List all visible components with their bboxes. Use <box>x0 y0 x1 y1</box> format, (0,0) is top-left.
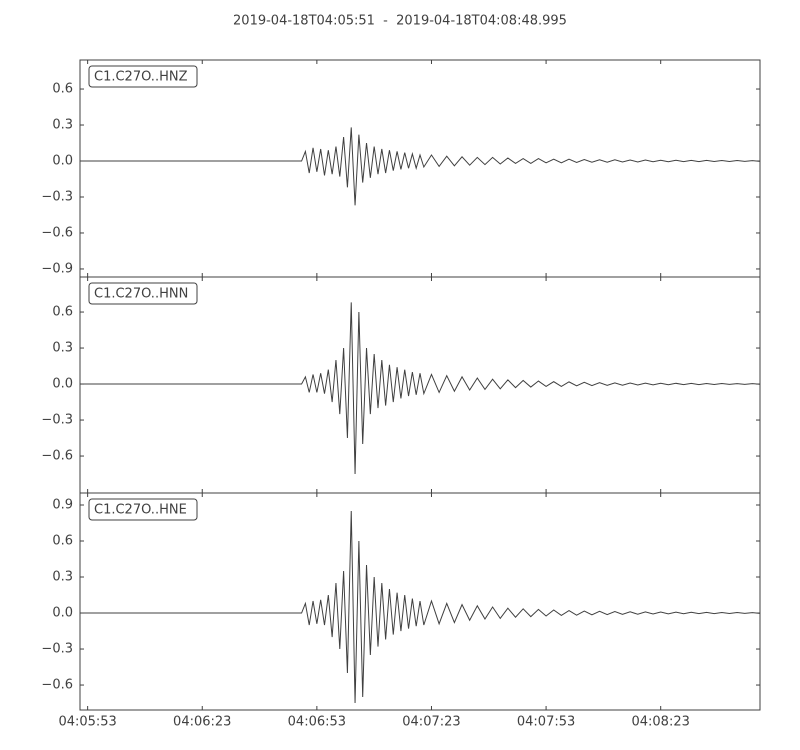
trace-label: C1.C27O..HNE <box>94 503 187 518</box>
y-tick-label: −0.9 <box>41 261 73 276</box>
plot-frame <box>79 276 761 494</box>
y-tick-label: −0.6 <box>41 225 73 240</box>
y-tick-label: 0.9 <box>52 498 73 513</box>
y-tick-label: 0.3 <box>52 341 73 356</box>
trace-label-box <box>88 282 198 305</box>
trace-label-box <box>88 65 198 88</box>
x-tick-label: 04:06:23 <box>173 715 231 730</box>
plot-frame <box>79 59 761 278</box>
y-tick-label: −0.3 <box>41 189 73 204</box>
waveform <box>80 510 761 704</box>
plot-frame <box>79 492 761 711</box>
y-tick-label: −0.3 <box>41 413 73 428</box>
trace-label-box <box>88 498 198 521</box>
y-tick-label: 0.0 <box>52 377 73 392</box>
waveform <box>80 127 761 206</box>
y-tick-label: 0.6 <box>52 82 73 97</box>
y-tick-label: −0.6 <box>41 678 73 693</box>
y-tick-label: 0.0 <box>52 606 73 621</box>
figure-title: 2019-04-18T04:05:51 - 2019-04-18T04:08:4… <box>233 14 567 29</box>
y-tick-label: 0.0 <box>52 154 73 169</box>
x-tick-label: 04:08:23 <box>631 715 689 730</box>
trace-label: C1.C27O..HNN <box>94 287 188 302</box>
x-tick-label: 04:06:53 <box>288 715 346 730</box>
y-tick-label: 0.6 <box>52 305 73 320</box>
y-tick-label: −0.6 <box>41 449 73 464</box>
y-tick-label: −0.3 <box>41 642 73 657</box>
x-tick-label: 04:07:53 <box>517 715 575 730</box>
x-tick-label: 04:05:53 <box>58 715 116 730</box>
y-tick-label: 0.3 <box>52 570 73 585</box>
x-tick-label: 04:07:23 <box>402 715 460 730</box>
waveform <box>80 302 761 475</box>
trace-label: C1.C27O..HNZ <box>94 70 188 85</box>
y-tick-label: 0.3 <box>52 118 73 133</box>
y-tick-label: 0.6 <box>52 534 73 549</box>
